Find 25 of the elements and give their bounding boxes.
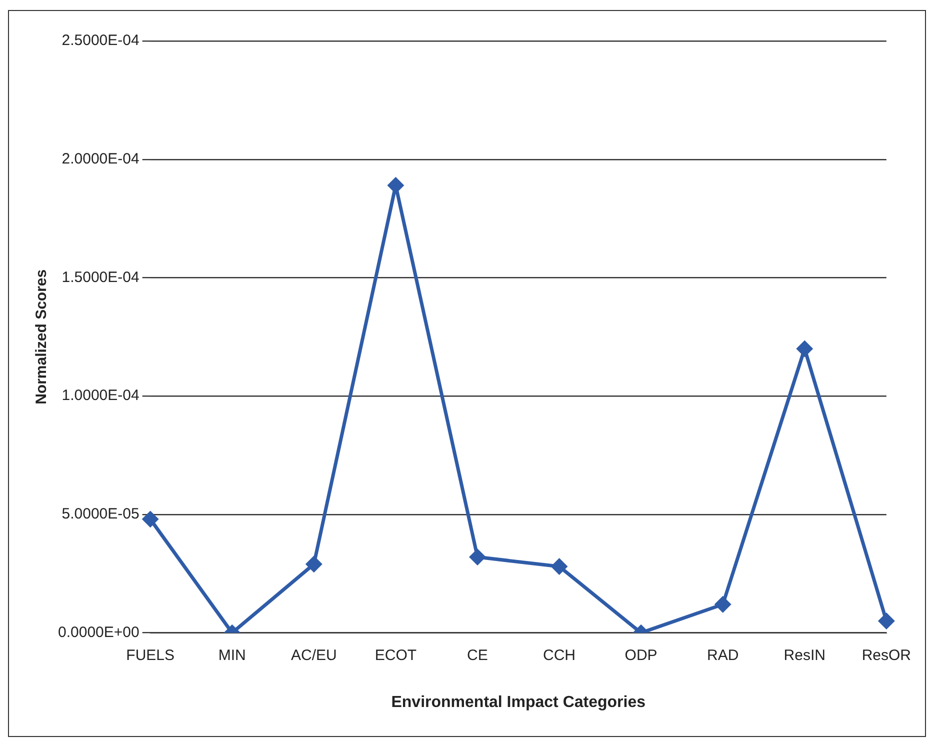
- x-tick-label: CCH: [543, 646, 576, 664]
- y-tick-label: 0.0000E+00: [58, 624, 140, 641]
- x-tick-label: CE: [467, 646, 488, 664]
- x-tick-label: ResOR: [862, 646, 912, 664]
- y-tick-label: 1.0000E-04: [62, 387, 140, 404]
- y-tick-label: 5.0000E-05: [62, 506, 140, 523]
- y-tick-label: 2.0000E-04: [62, 150, 140, 168]
- x-axis-title: Environmental Impact Categories: [391, 694, 646, 711]
- x-tick-label: ECOT: [374, 646, 417, 664]
- point: [878, 613, 894, 629]
- y-tick-label: 1.5000E-04: [62, 268, 140, 286]
- point: [470, 549, 486, 565]
- y-axis-title: Normalized Scores: [33, 269, 50, 404]
- x-tick-label: FUELS: [126, 646, 175, 664]
- point: [306, 556, 322, 572]
- point: [388, 178, 404, 194]
- y-tick-label: 2.5000E-04: [62, 32, 140, 50]
- x-tick-label: AC/EU: [290, 646, 337, 664]
- point: [796, 340, 812, 356]
- point: [715, 596, 731, 612]
- x-tick-label: MIN: [218, 646, 246, 664]
- x-tick-label: RAD: [707, 646, 739, 664]
- point: [552, 558, 568, 574]
- x-tick-label: ODP: [624, 646, 658, 664]
- x-tick-label: ResIN: [784, 646, 826, 664]
